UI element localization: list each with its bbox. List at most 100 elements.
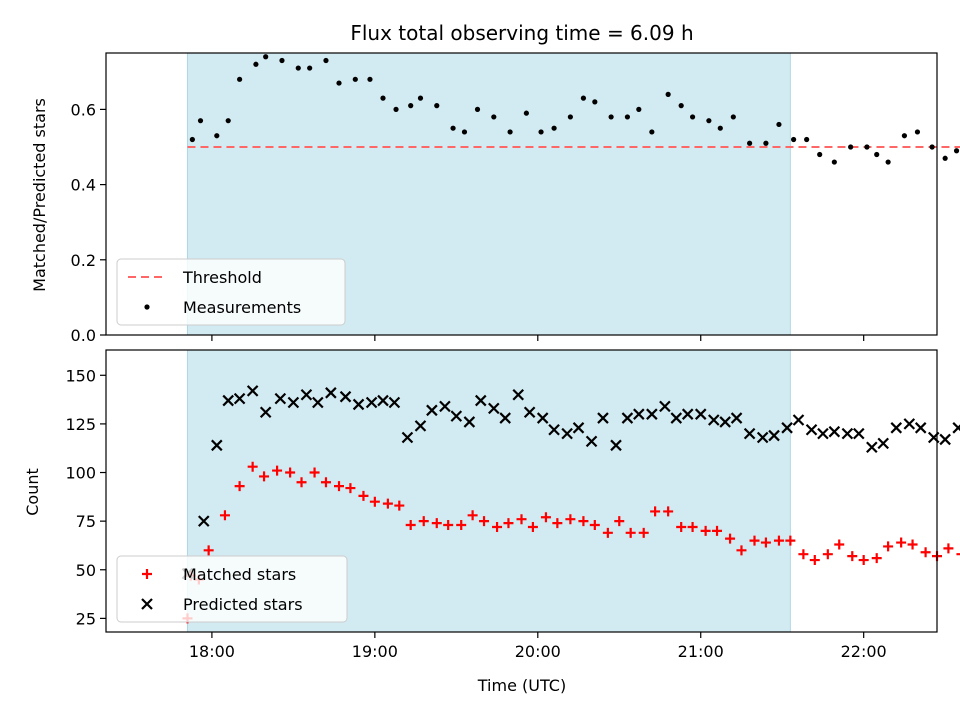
matched-stars-point xyxy=(203,545,214,556)
measurement-point xyxy=(580,95,587,101)
legend-label: Threshold xyxy=(182,268,262,287)
matched-stars-point xyxy=(272,465,283,476)
matched-stars-point xyxy=(956,553,960,556)
y-tick-label: 50 xyxy=(76,561,96,580)
measurement-point xyxy=(417,95,424,101)
predicted-stars-point xyxy=(805,423,818,436)
x-tick-label: 21:00 xyxy=(678,642,724,661)
matched-stars-point xyxy=(578,516,589,527)
measurement-point xyxy=(225,118,231,124)
predicted-stars-point xyxy=(426,404,438,417)
matched-stars-point xyxy=(527,521,538,532)
measurement-point xyxy=(263,54,269,60)
matched-stars-point xyxy=(638,527,649,538)
predicted-stars-point xyxy=(890,422,903,434)
matched-stars-point xyxy=(234,481,245,492)
matched-stars-point xyxy=(871,553,882,564)
axes-frame xyxy=(105,52,938,336)
predicted-stars-point xyxy=(585,435,598,448)
predicted-stars-point xyxy=(828,425,841,438)
measurement-point xyxy=(914,129,921,135)
predicted-stars-point xyxy=(287,396,300,409)
matched-stars-point xyxy=(625,527,636,538)
predicted-stars-point xyxy=(300,388,313,401)
matched-stars-point xyxy=(943,543,954,554)
measurement-point xyxy=(730,114,736,120)
measurement-point xyxy=(551,125,557,131)
matched-stars-point xyxy=(760,537,771,548)
predicted-stars-point xyxy=(512,388,525,401)
predicted-stars-point xyxy=(877,437,890,450)
matched-stars-point xyxy=(418,516,429,527)
axes-frame xyxy=(105,349,938,633)
matched-stars-point xyxy=(552,518,563,529)
measurement-point xyxy=(434,103,440,109)
measurement-point xyxy=(474,106,481,112)
predicted-stars-point xyxy=(914,422,927,434)
measurement-point xyxy=(942,155,948,161)
matched-stars-point xyxy=(687,521,698,532)
predicted-stars-point xyxy=(352,398,365,411)
matched-stars-point xyxy=(602,527,613,538)
predicted-stars-point xyxy=(274,392,287,405)
predicted-stars-point xyxy=(768,429,780,442)
matched-stars-point xyxy=(749,535,760,546)
measurement-point xyxy=(336,80,342,86)
matched-stars-point xyxy=(334,481,345,492)
predicted-stars-point xyxy=(439,400,451,413)
matched-stars-point xyxy=(394,500,405,511)
predicted-stars-point xyxy=(572,422,585,434)
predicted-stars-point xyxy=(401,431,414,444)
ratio-panel: 0.0 0.2 0.4 0.6 Threshold Measurements xyxy=(71,52,960,345)
measurement-point xyxy=(608,114,614,120)
matched-stars-point xyxy=(725,533,736,544)
matched-stars-point xyxy=(369,496,380,507)
legend-label: Predicted stars xyxy=(183,595,303,614)
predicted-stars-point xyxy=(952,422,960,434)
predicted-stars-point xyxy=(141,598,153,610)
matched-stars-point xyxy=(663,506,674,517)
predicted-stars-point xyxy=(388,396,401,409)
measurement-point xyxy=(307,65,313,71)
matched-stars-point xyxy=(822,549,833,560)
measurement-point xyxy=(953,148,960,154)
measurement-point xyxy=(214,133,220,139)
measurement-point xyxy=(706,118,712,124)
matched-stars-point xyxy=(920,547,931,558)
matched-stars-point xyxy=(847,551,858,562)
y-tick-label: 0.2 xyxy=(71,251,96,270)
measurement-point xyxy=(507,129,513,135)
matched-stars-point xyxy=(503,518,514,529)
predicted-stars-point xyxy=(325,387,337,399)
matched-stars-point xyxy=(142,569,152,579)
matched-stars-point xyxy=(456,520,467,531)
predicted-stars-point xyxy=(246,385,259,397)
predicted-stars-point xyxy=(474,394,487,407)
predicted-stars-point xyxy=(222,394,234,407)
matched-stars-point xyxy=(809,555,820,566)
matched-stars-point xyxy=(345,483,356,494)
y-tick-label: 0.6 xyxy=(71,100,96,119)
measurement-point xyxy=(776,121,782,128)
ratio-y-axis-label: Matched/Predicted stars xyxy=(30,98,49,292)
measurement-point xyxy=(323,57,329,64)
predicted-stars-point xyxy=(463,416,476,428)
measurement-point xyxy=(592,99,598,105)
matched-stars-point xyxy=(259,471,270,482)
measurement-point xyxy=(393,106,399,112)
predicted-stars-point xyxy=(488,402,500,415)
measurement-point xyxy=(747,140,753,146)
measurement-point xyxy=(678,103,684,109)
predicted-stars-point xyxy=(233,392,246,405)
matched-stars-point xyxy=(467,510,478,521)
measurement-point xyxy=(144,304,150,310)
measurement-point xyxy=(804,136,810,143)
predicted-stars-point xyxy=(312,396,324,409)
predicted-stars-point xyxy=(339,390,352,403)
legend-label: Measurements xyxy=(183,298,301,317)
y-tick-label: 0.4 xyxy=(71,176,96,195)
x-tick-label: 18:00 xyxy=(189,642,235,661)
measurement-point xyxy=(649,129,655,135)
matched-stars-point xyxy=(443,520,454,531)
matched-stars-point xyxy=(896,537,907,548)
